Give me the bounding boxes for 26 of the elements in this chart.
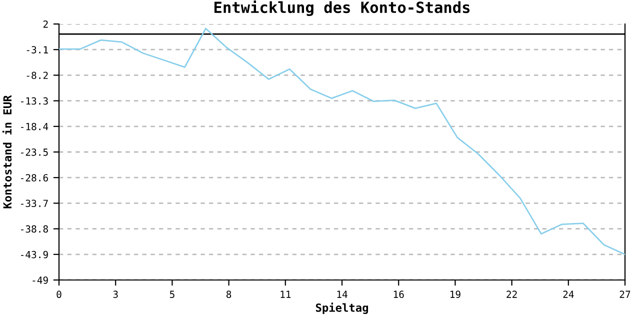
chart-title: Entwicklung des Konto-Stands [214, 0, 470, 16]
y-tick-label: -28.6 [21, 174, 48, 182]
y-tick-label: -8.2 [26, 72, 48, 80]
x-tick-label: 14 [337, 290, 348, 298]
y-tick-label: -43.9 [21, 250, 48, 258]
x-tick-label: 27 [620, 290, 630, 298]
y-tick-label: -49 [32, 276, 48, 284]
x-tick-label: 16 [394, 290, 404, 298]
x-tick-label: 11 [280, 290, 291, 298]
y-tick-label: -3.1 [26, 46, 48, 54]
y-tick-label: -18.4 [21, 122, 48, 130]
x-tick-label: 19 [450, 290, 460, 298]
y-axis-title: Kontostand in EUR [2, 95, 12, 208]
x-tick-label: 3 [113, 290, 118, 298]
x-tick-label: 8 [226, 290, 232, 298]
x-tick-label: 0 [56, 290, 62, 298]
y-tick-label: -13.3 [21, 97, 48, 105]
x-tick-label: 22 [506, 290, 517, 298]
y-tick-label: -23.5 [21, 148, 48, 156]
line-series [59, 28, 625, 256]
x-tick-label: 5 [170, 290, 174, 298]
y-tick-label: -33.7 [21, 200, 48, 208]
x-axis-title: Spieltag [316, 302, 368, 314]
y-tick-label: 2 [43, 20, 48, 28]
y-tick-label: -38.8 [21, 225, 48, 233]
x-tick-label: 24 [563, 290, 574, 298]
